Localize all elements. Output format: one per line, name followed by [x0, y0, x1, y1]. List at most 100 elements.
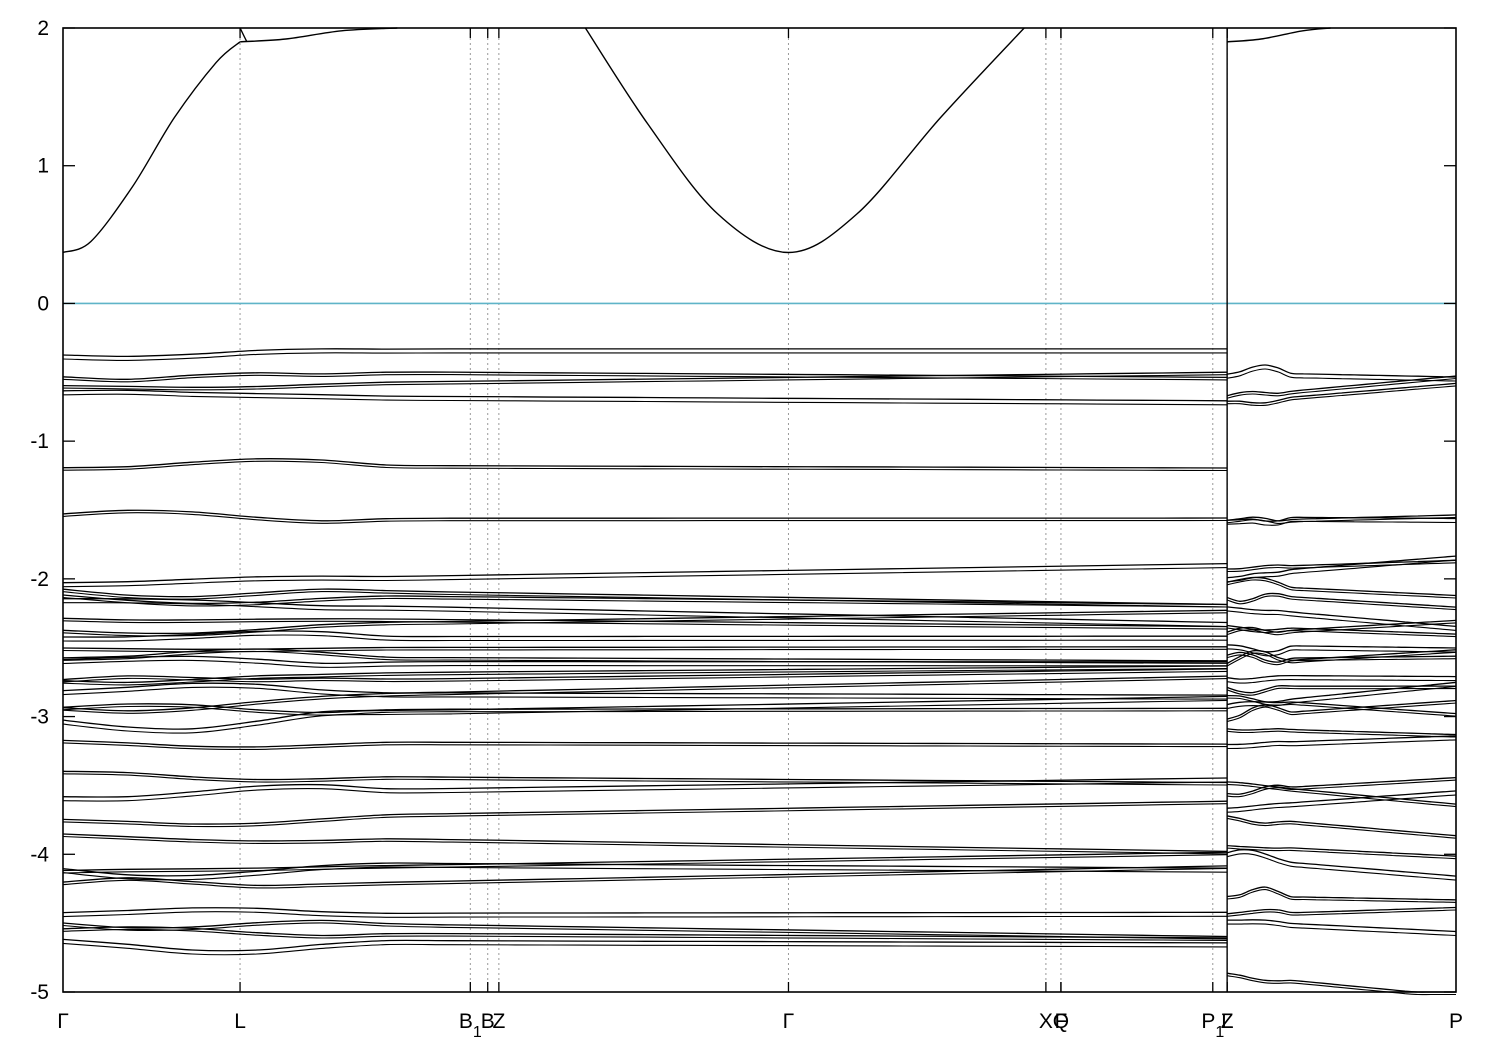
x-tick-label: Γ	[57, 1010, 69, 1033]
valence-band	[62, 773, 1228, 786]
valence-band	[1227, 674, 1457, 680]
valence-band	[1226, 702, 1457, 723]
valence-band	[1226, 651, 1457, 667]
valence-band	[62, 675, 1228, 712]
valence-band	[62, 659, 1228, 668]
conduction-band	[1227, 27, 1331, 43]
valence-band	[1227, 776, 1457, 795]
valence-band	[62, 800, 1228, 825]
valence-band	[1227, 610, 1457, 631]
x-tick-label-subscript: 1	[1215, 1024, 1224, 1041]
valence-band	[62, 460, 1228, 472]
x-tick-label: Z	[492, 1010, 505, 1033]
valence-band	[62, 348, 1228, 358]
valence-band	[62, 590, 1228, 608]
x-tick-label-subscript: 1	[473, 1024, 482, 1041]
valence-band	[62, 803, 1228, 828]
valence-band	[62, 609, 1228, 635]
valence-band	[1226, 592, 1457, 608]
valence-band	[62, 703, 1228, 714]
valence-band	[62, 512, 1228, 524]
valence-band	[1227, 382, 1457, 404]
valence-band	[62, 371, 1228, 380]
y-tick-label: -4	[30, 843, 49, 866]
x-tick-label: P	[1449, 1010, 1463, 1033]
valence-band	[62, 374, 1228, 391]
valence-band	[1226, 849, 1457, 877]
valence-band	[62, 509, 1228, 522]
valence-band	[62, 742, 1228, 751]
valence-band	[1227, 739, 1457, 750]
valence-band	[1226, 368, 1457, 382]
valence-band	[1226, 576, 1457, 597]
valence-band	[62, 862, 1228, 877]
valence-band	[62, 665, 1228, 684]
valence-band	[1226, 364, 1457, 378]
valence-band	[1227, 514, 1457, 522]
valence-band	[1227, 847, 1457, 860]
valence-band	[62, 926, 1228, 939]
plot-border	[62, 27, 1457, 993]
valence-band	[62, 705, 1228, 716]
valence-band	[1227, 844, 1457, 857]
valence-band	[1226, 579, 1457, 599]
x-tick-label: Q	[1053, 1010, 1069, 1033]
valence-band	[62, 373, 1228, 383]
y-tick-label: -3	[30, 706, 49, 729]
valence-band	[1227, 889, 1457, 903]
valence-band	[1227, 794, 1457, 813]
valence-band	[62, 942, 1228, 956]
valence-band	[62, 867, 1228, 889]
valence-band	[62, 866, 1228, 881]
valence-band	[1227, 909, 1457, 917]
conduction-band	[239, 27, 248, 43]
valence-band	[62, 668, 1228, 681]
valence-band	[62, 739, 1228, 748]
conduction-band	[240, 27, 398, 43]
valence-band	[1227, 923, 1457, 937]
valence-band	[1227, 790, 1457, 809]
valence-band	[1226, 699, 1457, 720]
valence-band	[62, 588, 1228, 606]
valence-band	[1226, 681, 1457, 706]
x-tick-label: Γ	[783, 1010, 795, 1033]
conduction-band	[62, 41, 241, 254]
valence-band	[1226, 377, 1457, 399]
valence-band	[62, 602, 1228, 628]
valence-band	[1226, 375, 1457, 397]
valence-band	[62, 865, 1228, 887]
valence-band	[1227, 779, 1457, 798]
valence-band	[1226, 687, 1456, 696]
valence-band	[1227, 728, 1457, 736]
valence-band	[1226, 817, 1457, 839]
valence-band	[62, 630, 1228, 638]
valence-band	[1226, 975, 1456, 996]
valence-band	[1227, 385, 1457, 407]
valence-band	[1227, 516, 1457, 524]
valence-band	[62, 567, 1228, 588]
valence-band	[1227, 906, 1457, 915]
valence-band	[1227, 606, 1457, 628]
valence-band	[62, 352, 1228, 361]
valence-band	[62, 678, 1228, 714]
valence-band	[62, 670, 1228, 683]
valence-band	[1226, 649, 1457, 665]
valence-band	[62, 686, 1228, 700]
valence-band	[62, 777, 1228, 798]
valence-band	[62, 682, 1228, 696]
valence-band	[1227, 730, 1457, 738]
valence-band	[62, 699, 1228, 734]
x-tick-label: Z	[1221, 1010, 1234, 1033]
y-tick-label: -1	[30, 430, 49, 453]
valence-band	[1227, 559, 1457, 570]
valence-band	[62, 562, 1228, 584]
valence-band	[1226, 622, 1457, 636]
valence-band	[1227, 555, 1457, 579]
y-tick-label: -2	[30, 568, 49, 591]
valence-band	[62, 620, 1228, 630]
valence-band	[62, 371, 1228, 388]
x-tick-label: B1	[459, 1010, 482, 1041]
valence-band	[62, 854, 1228, 874]
valence-band	[62, 695, 1228, 730]
